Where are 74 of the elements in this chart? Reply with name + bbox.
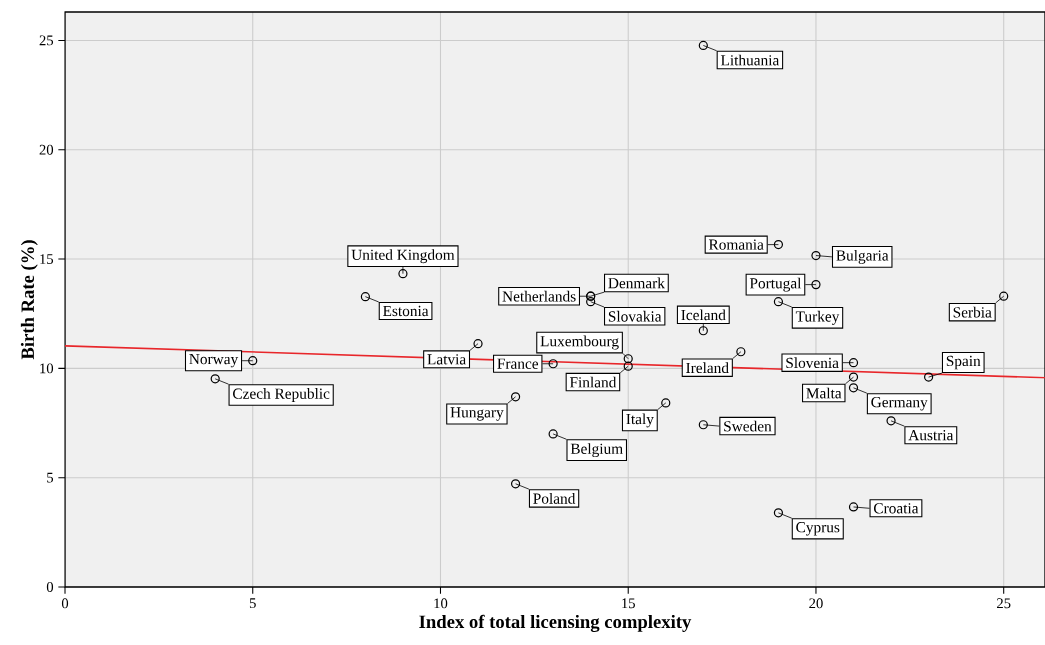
point bbox=[811, 280, 821, 290]
x-tick-label: 20 bbox=[809, 598, 823, 609]
point bbox=[661, 398, 671, 408]
annotation: Croatia bbox=[874, 503, 919, 514]
point bbox=[548, 359, 558, 369]
annotation: Germany bbox=[871, 397, 928, 411]
point bbox=[886, 416, 896, 426]
annotation: Iceland bbox=[681, 309, 726, 321]
annotation: Finland bbox=[569, 376, 617, 388]
point bbox=[848, 372, 859, 382]
point bbox=[924, 372, 934, 382]
point bbox=[623, 361, 633, 371]
annotation: Bulgaria bbox=[836, 249, 889, 264]
point bbox=[773, 297, 784, 307]
annotation: Romania bbox=[708, 239, 764, 250]
point bbox=[360, 292, 370, 302]
point bbox=[848, 358, 859, 368]
annotation: Austria bbox=[908, 430, 954, 441]
annotation: Denmark bbox=[608, 277, 665, 289]
point bbox=[586, 297, 596, 307]
x-tick-label: 10 bbox=[434, 598, 448, 609]
point bbox=[398, 269, 408, 279]
point bbox=[736, 347, 746, 357]
point bbox=[848, 502, 859, 512]
point bbox=[623, 354, 633, 364]
point bbox=[698, 326, 708, 336]
x-tick-label: 25 bbox=[997, 598, 1011, 609]
y-tick-label: 10 bbox=[40, 363, 54, 374]
annotation: Ireland bbox=[686, 362, 729, 374]
x-tick-label: 0 bbox=[61, 598, 69, 609]
y-axis-title: Birth Rate (%) bbox=[20, 240, 38, 360]
annotation: United Kingdom bbox=[351, 249, 455, 264]
annotation: Turkey bbox=[795, 310, 840, 325]
point bbox=[698, 40, 708, 51]
annotation: Sweden bbox=[724, 420, 772, 432]
annotation: France bbox=[497, 358, 539, 369]
y-tick-label: 15 bbox=[40, 254, 54, 264]
point bbox=[999, 291, 1009, 301]
annotation: Belgium bbox=[570, 443, 623, 458]
y-tick-label: 0 bbox=[46, 582, 54, 592]
point bbox=[473, 339, 483, 349]
annotation: Malta bbox=[806, 387, 842, 399]
annotation: Cyprus bbox=[796, 522, 840, 536]
annotation: Lithuania bbox=[720, 54, 780, 66]
annotation: Slovakia bbox=[608, 310, 662, 322]
point bbox=[510, 392, 521, 402]
point bbox=[698, 420, 708, 430]
point bbox=[773, 508, 784, 518]
point bbox=[811, 250, 821, 261]
point bbox=[510, 479, 521, 489]
x-axis-title: Index of total licensing complexity bbox=[419, 614, 692, 633]
point bbox=[848, 383, 859, 393]
annotation: Latvia bbox=[427, 354, 466, 365]
y-tick-label: 5 bbox=[47, 472, 54, 483]
annotation: Poland bbox=[533, 492, 576, 504]
annotation: Serbia bbox=[953, 306, 992, 318]
annotation: Hungary bbox=[450, 407, 504, 421]
annotation: Netherlands bbox=[502, 290, 576, 302]
point bbox=[248, 356, 258, 366]
x-tick-label: 15 bbox=[622, 598, 635, 609]
point bbox=[773, 240, 784, 250]
annotation: Italy bbox=[626, 413, 654, 428]
point bbox=[548, 429, 558, 439]
y-tick-label: 25 bbox=[39, 35, 54, 46]
x-tick-label: 5 bbox=[249, 598, 256, 609]
y-tick-label: 20 bbox=[39, 144, 54, 155]
annotation: Spain bbox=[946, 355, 981, 370]
annotation: Portugal bbox=[749, 277, 802, 292]
annotation: Norway bbox=[189, 354, 239, 368]
annotation: Slovenia bbox=[786, 357, 839, 369]
annotation: Czech Republic bbox=[233, 388, 330, 402]
annotation: Estonia bbox=[383, 305, 429, 317]
annotation: Luxembourg bbox=[540, 335, 619, 350]
point bbox=[210, 374, 220, 384]
